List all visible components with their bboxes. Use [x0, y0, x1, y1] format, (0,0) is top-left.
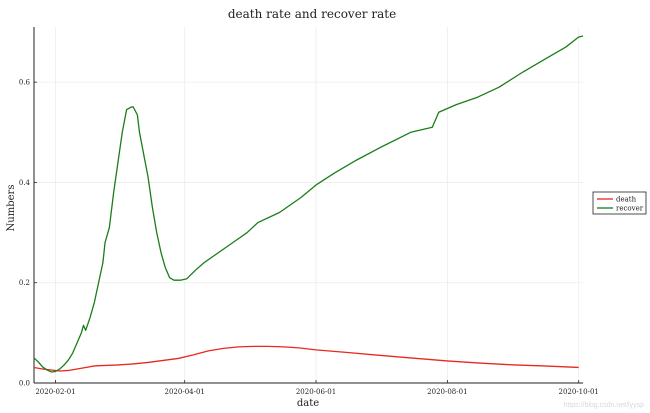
- axes-layer: [33, 27, 583, 384]
- x-tick-label: 2020-06-01: [296, 388, 336, 396]
- tick-labels: 2020-02-01 2020-04-01 2020-06-01 2020-08-01…: [19, 79, 599, 396]
- grid-layer: [34, 27, 583, 384]
- y-tick-label: 0.4: [19, 179, 31, 187]
- legend-label-death: death: [616, 196, 637, 204]
- series-line-recover: [33, 35, 584, 373]
- legend-label-recover: recover: [616, 205, 644, 213]
- y-tick-label: 0.6: [19, 79, 31, 87]
- x-tick-label: 2020-02-01: [35, 388, 75, 396]
- series-layer: [33, 35, 584, 373]
- x-axis-label: date: [297, 398, 319, 409]
- x-tick-label: 2020-04-01: [165, 388, 205, 396]
- y-axis-label: Numbers: [6, 185, 17, 232]
- y-tick-label: 0.2: [19, 279, 30, 287]
- x-tick-label: 2020-10-01: [559, 388, 599, 396]
- y-tick-label: 0.0: [19, 380, 30, 388]
- x-tick-label: 2020-08-01: [427, 388, 467, 396]
- chart-title: death rate and recover rate: [228, 7, 396, 21]
- watermark-text: https://blog.csdn.net/lyysp: [563, 402, 644, 409]
- series-line-death: [33, 345, 579, 372]
